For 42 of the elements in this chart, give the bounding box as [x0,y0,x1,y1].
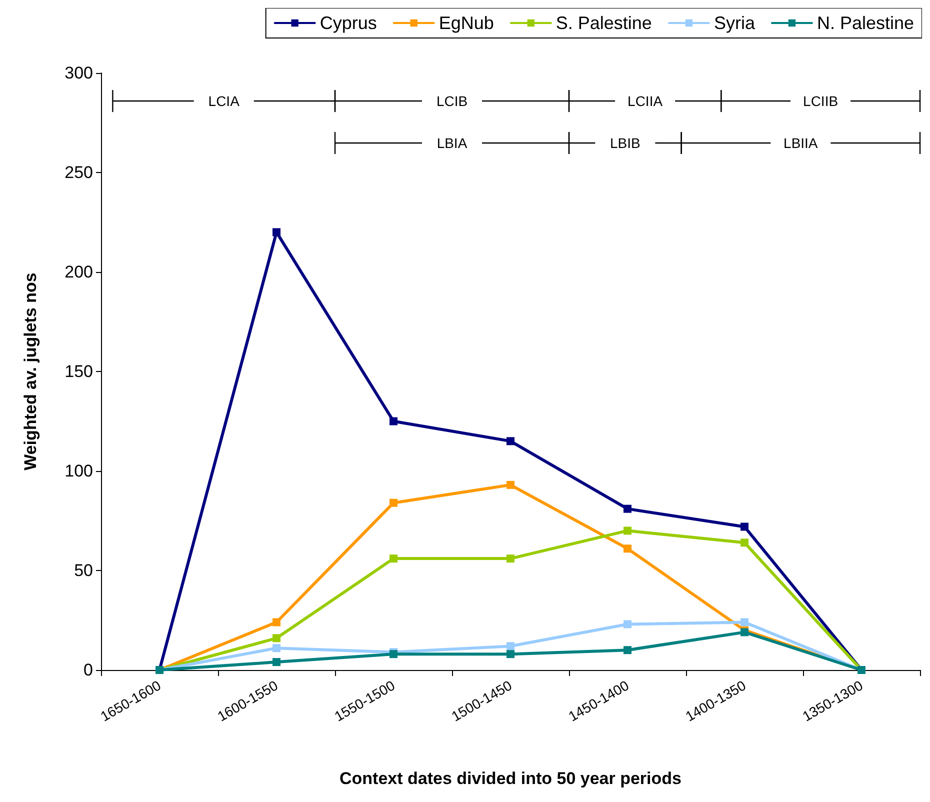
y-tick-label: 0 [84,660,93,680]
annotation: LBIB [610,135,640,151]
point [740,522,748,531]
point [506,554,514,563]
point [506,650,514,658]
annotation: LBIA [436,135,468,151]
y-tick-label: 250 [64,163,93,182]
legend-label: EgNub [438,13,494,33]
legend-label: Cyprus [320,13,377,33]
legend-label: S. Palestine [556,13,652,33]
annotation: LCIIA [628,93,664,109]
annotation: LCIA [208,93,240,109]
y-tick-label: 150 [64,362,93,381]
point [624,646,632,654]
point [624,526,632,535]
point [390,554,398,563]
y-tick-label: 300 [64,64,93,82]
point [506,480,514,489]
point [506,642,514,650]
legend-label: Syria [714,13,756,33]
point [624,620,632,628]
point [624,504,632,513]
point [272,658,280,666]
annotation: LCIIB [803,93,838,109]
y-tick-label: 200 [64,262,93,282]
point [740,618,748,626]
point [624,544,632,553]
point [390,417,398,426]
point [272,228,280,236]
x-axis-title: Context dates divided into 50 year periods [340,769,682,788]
point [272,618,280,626]
point [390,498,398,507]
y-tick-label: 50 [74,561,93,580]
annotation: LBIIA [784,135,818,151]
annotation: LCIB [436,93,468,109]
y-tick-label: 100 [64,462,93,480]
y-axis-title: Weighted av. juglets nos [21,272,40,470]
point [506,437,514,446]
point [740,538,748,547]
point [272,644,280,652]
legend-label: N. Palestine [816,13,914,33]
point [272,634,280,642]
